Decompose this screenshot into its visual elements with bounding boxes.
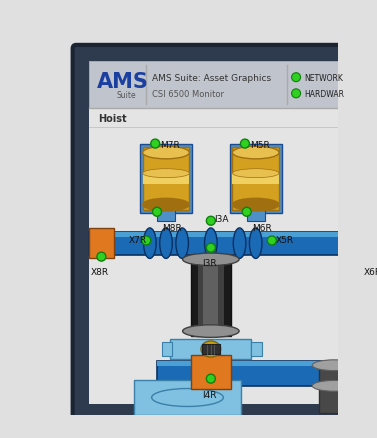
Circle shape — [267, 237, 276, 245]
Ellipse shape — [144, 228, 156, 259]
Ellipse shape — [160, 228, 172, 259]
Bar — [232, 174, 279, 184]
Circle shape — [241, 140, 250, 149]
Bar — [198, 259, 224, 332]
Ellipse shape — [182, 254, 239, 266]
Ellipse shape — [201, 341, 221, 357]
Bar — [89, 128, 354, 404]
Circle shape — [242, 208, 251, 217]
Text: M7R: M7R — [161, 141, 180, 150]
Ellipse shape — [205, 228, 217, 259]
Text: Suite: Suite — [117, 91, 136, 99]
Text: NETWORK: NETWORK — [304, 74, 343, 82]
Circle shape — [206, 374, 215, 383]
Ellipse shape — [250, 228, 262, 259]
Text: X8R: X8R — [90, 268, 109, 277]
Text: M5R: M5R — [250, 141, 270, 150]
Bar — [157, 361, 377, 386]
Bar — [230, 145, 282, 213]
Text: I4R: I4R — [202, 390, 216, 399]
Bar — [89, 62, 354, 404]
Circle shape — [151, 140, 160, 149]
Ellipse shape — [233, 228, 246, 259]
Bar — [319, 361, 350, 413]
Text: X7R: X7R — [128, 236, 146, 244]
Ellipse shape — [312, 381, 356, 391]
Bar — [143, 148, 189, 211]
Circle shape — [153, 208, 161, 217]
Text: CSI 6500 Monitor: CSI 6500 Monitor — [152, 90, 224, 99]
Ellipse shape — [232, 147, 279, 159]
Ellipse shape — [232, 170, 279, 178]
Bar — [203, 259, 219, 332]
Circle shape — [206, 244, 215, 253]
Bar — [191, 356, 231, 389]
Circle shape — [97, 253, 106, 261]
Text: I3R: I3R — [202, 259, 216, 268]
Bar — [89, 232, 372, 237]
Circle shape — [291, 90, 300, 99]
Ellipse shape — [143, 170, 189, 178]
Bar — [157, 361, 377, 366]
Text: M8R: M8R — [162, 223, 182, 232]
Text: I3A: I3A — [215, 214, 229, 223]
Bar — [134, 380, 241, 416]
FancyBboxPatch shape — [73, 46, 358, 420]
Ellipse shape — [312, 360, 356, 371]
Bar — [345, 228, 371, 259]
Ellipse shape — [182, 325, 239, 338]
Bar — [89, 109, 354, 128]
Text: AMS Suite: Asset Graphics: AMS Suite: Asset Graphics — [152, 74, 271, 82]
Bar — [89, 228, 114, 259]
Text: X6R: X6R — [363, 268, 377, 277]
Text: Hoist: Hoist — [98, 114, 126, 124]
Circle shape — [354, 253, 362, 261]
Bar — [247, 211, 265, 221]
Bar — [232, 148, 279, 211]
Bar — [161, 342, 172, 357]
Bar — [157, 211, 175, 221]
Bar — [170, 339, 251, 359]
Ellipse shape — [152, 389, 224, 406]
Text: M6R: M6R — [252, 223, 272, 232]
Ellipse shape — [232, 199, 279, 212]
Ellipse shape — [143, 199, 189, 212]
Bar — [89, 62, 354, 109]
Text: HARDWAR: HARDWAR — [304, 90, 344, 99]
Bar — [143, 174, 189, 184]
Circle shape — [291, 74, 300, 82]
Bar — [191, 255, 231, 336]
Text: AMS: AMS — [97, 71, 149, 92]
Ellipse shape — [176, 228, 188, 259]
Bar — [140, 145, 192, 213]
Text: X5R: X5R — [276, 236, 294, 244]
Bar — [202, 344, 220, 355]
Circle shape — [206, 217, 215, 226]
Ellipse shape — [143, 147, 189, 159]
Bar — [251, 342, 262, 357]
Bar — [89, 232, 372, 255]
Circle shape — [142, 237, 151, 245]
